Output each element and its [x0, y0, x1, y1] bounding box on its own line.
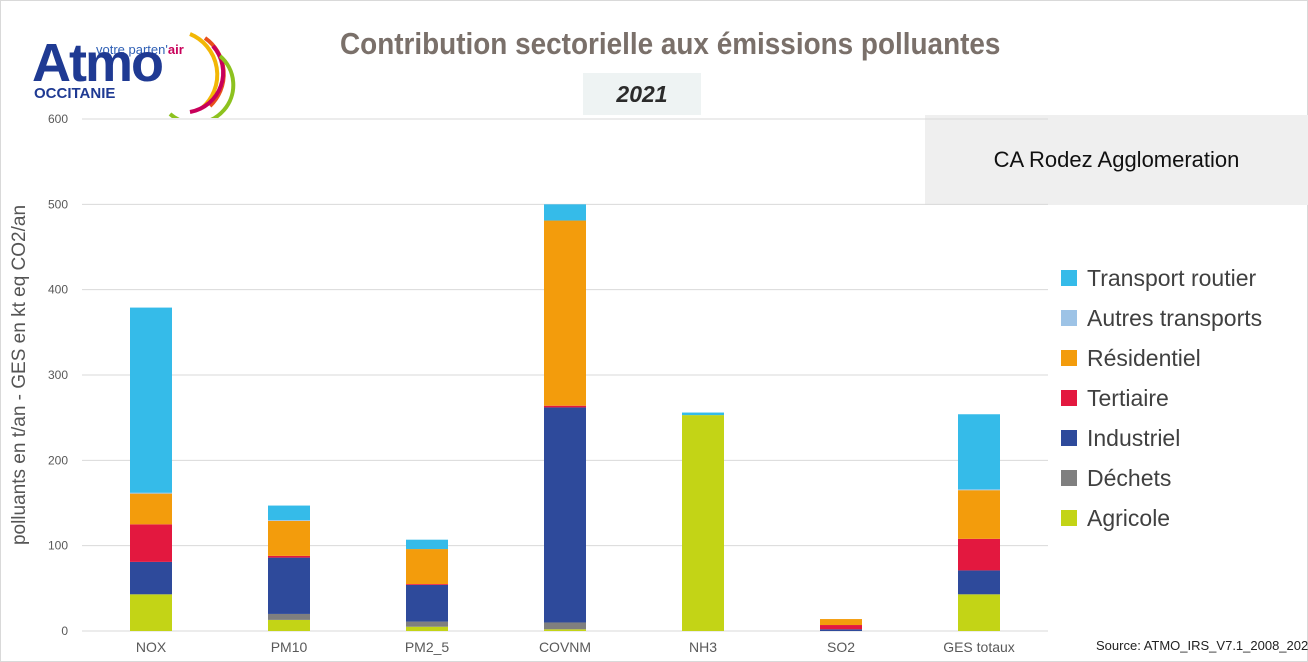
bar-segment-GES totaux-Industriel [958, 570, 1000, 595]
bar-segment-COVNM-Transport routier [544, 204, 586, 221]
legend-label: Résidentiel [1087, 344, 1201, 371]
logo-wordmark: Atmo [32, 33, 164, 93]
logo-region: OCCITANIE [34, 85, 116, 102]
bar-segment-PM10-Résidentiel [268, 520, 310, 556]
legend-label: Tertiaire [1087, 384, 1169, 411]
bar-segment-GES totaux-Transport routier [958, 414, 1000, 490]
bar-segment-NOX-Industriel [130, 561, 172, 595]
bar-segment-NOX-Tertiaire [130, 524, 172, 562]
legend-swatch [1061, 510, 1077, 526]
bar-segment-PM2_5-Agricole [406, 626, 448, 631]
bar-segment-NOX-Résidentiel [130, 493, 172, 525]
x-tick-label: NOX [136, 639, 167, 655]
bar-segment-PM2_5-Industriel [406, 584, 448, 622]
bar-segment-COVNM-Agricole [544, 629, 586, 631]
bar-segment-COVNM-Résidentiel [544, 220, 586, 406]
legend-item: Industriel [1061, 418, 1262, 458]
legend-swatch [1061, 430, 1077, 446]
bar-segment-PM10-Industriel [268, 557, 310, 614]
bar-segment-GES totaux-Résidentiel [958, 490, 1000, 539]
bar-segment-PM10-Déchets [268, 613, 310, 620]
bar-segment-GES totaux-Agricole [958, 594, 1000, 631]
bar-segment-PM2_5-Tertiaire [406, 584, 448, 585]
bar-segment-GES totaux-Autres transports [958, 489, 1000, 491]
bar-segment-PM10-Transport routier [268, 505, 310, 521]
legend-label: Industriel [1087, 424, 1181, 451]
bar-segment-PM10-Autres transports [268, 520, 310, 521]
y-tick-label: 0 [61, 624, 68, 638]
legend-swatch [1061, 270, 1077, 286]
y-tick-label: 400 [48, 283, 68, 297]
legend-item: Résidentiel [1061, 338, 1262, 378]
legend-label: Agricole [1087, 504, 1171, 531]
legend-item: Déchets [1061, 458, 1262, 498]
y-tick-label: 600 [48, 112, 68, 126]
source-note: Source: ATMO_IRS_V7.1_2008_2021 [1096, 638, 1308, 653]
legend-swatch [1061, 350, 1077, 366]
bar-segment-PM2_5-Transport routier [406, 539, 448, 550]
bar-segment-NOX-Agricole [130, 594, 172, 631]
logo-tagline: votre parten'air [96, 42, 184, 57]
bar-segment-SO2-Résidentiel [820, 619, 862, 626]
y-tick-label: 200 [48, 453, 68, 467]
bar-segment-GES totaux-Tertiaire [958, 538, 1000, 571]
legend-item: Agricole [1061, 498, 1262, 538]
y-tick-label: 500 [48, 197, 68, 211]
legend-item: Autres transports [1061, 298, 1262, 338]
bar-segment-PM10-Agricole [268, 619, 310, 631]
legend-label: Transport routier [1087, 264, 1257, 291]
logo-arcs-graphic [168, 32, 236, 118]
x-tick-label: NH3 [689, 639, 717, 655]
bar-segment-SO2-Tertiaire [820, 625, 862, 630]
atmo-logo: votre parten'air Atmo OCCITANIE [30, 28, 236, 118]
y-tick-label: 300 [48, 368, 68, 382]
chart-legend: Transport routier Autres transports Réside… [1061, 258, 1262, 538]
y-tick-label: 100 [48, 539, 68, 553]
legend-swatch [1061, 470, 1077, 486]
x-tick-label: GES totaux [943, 639, 1015, 655]
legend-swatch [1061, 310, 1077, 326]
bar-segment-COVNM-Industriel [544, 407, 586, 623]
x-tick-label: PM2_5 [405, 639, 450, 655]
chart-year: 2021 [583, 73, 701, 115]
zone-label: CA Rodez Agglomeration [925, 115, 1308, 205]
x-tick-label: COVNM [539, 639, 591, 655]
bar-segment-PM2_5-Résidentiel [406, 549, 448, 585]
legend-swatch [1061, 390, 1077, 406]
legend-label: Déchets [1087, 464, 1172, 491]
bar-segment-NH3-Agricole [682, 415, 724, 631]
bar-segment-NH3-Transport routier [682, 412, 724, 416]
bar-segment-COVNM-Tertiaire [544, 405, 586, 408]
bar-segment-NOX-Autres transports [130, 492, 172, 494]
legend-item: Tertiaire [1061, 378, 1262, 418]
bar-segment-PM10-Tertiaire [268, 555, 310, 558]
bar-segment-PM2_5-Déchets [406, 621, 448, 627]
x-tick-label: SO2 [827, 639, 855, 655]
bar-segment-NOX-Transport routier [130, 307, 172, 493]
legend-item: Transport routier [1061, 258, 1262, 298]
chart-title: Contribution sectorielle aux émissions p… [340, 26, 1001, 61]
x-tick-label: PM10 [271, 639, 308, 655]
bar-segment-COVNM-Déchets [544, 622, 586, 630]
legend-label: Autres transports [1087, 304, 1263, 331]
bar-segment-SO2-Industriel [820, 629, 862, 631]
